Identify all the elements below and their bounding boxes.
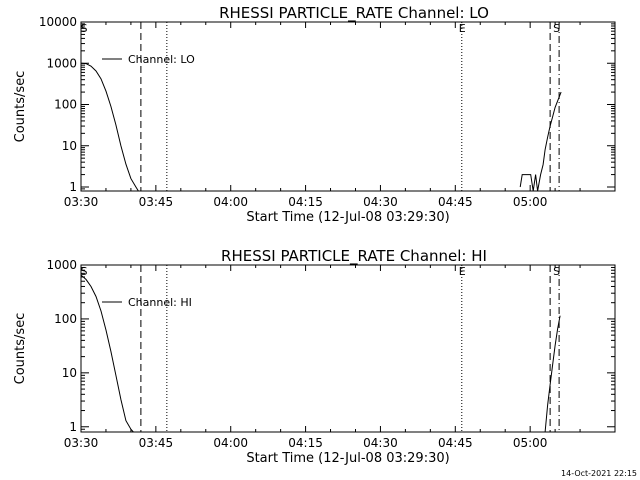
- y-tick-label: 1: [69, 180, 77, 194]
- y-tick-label: 1: [69, 420, 77, 434]
- x-tick-label: 03:45: [139, 195, 174, 209]
- rate-series-line: [519, 91, 562, 192]
- y-tick-label: 10000: [39, 15, 77, 29]
- legend-label: Channel: LO: [128, 53, 195, 66]
- x-tick-label: 03:30: [64, 195, 99, 209]
- lo-channel-panel: RHESSI PARTICLE_RATE Channel: LO 03:30 03:…: [13, 4, 616, 225]
- hi-channel-panel: RHESSI PARTICLE_RATE Channel: HI 03:30 03:…: [13, 247, 616, 466]
- x-tick-label: 04:15: [288, 195, 323, 209]
- y-tick-label: 1000: [46, 258, 77, 272]
- y-tick-label: 10: [62, 366, 77, 380]
- x-tick-label: 04:45: [438, 436, 473, 450]
- x-tick-label: 05:00: [513, 436, 548, 450]
- y-tick-label: 100: [54, 312, 77, 326]
- rate-series-line: [544, 315, 561, 433]
- rate-series-line: [80, 274, 134, 433]
- x-axis-label: Start Time (12-Jul-08 03:29:30): [246, 210, 449, 225]
- plot-timestamp: 14-Oct-2021 22:15: [561, 469, 637, 478]
- event-marker-s: S: [81, 265, 88, 278]
- event-marker-s: S: [553, 22, 560, 35]
- chart-title: RHESSI PARTICLE_RATE Channel: HI: [221, 247, 487, 266]
- plot-frame: [80, 21, 616, 192]
- x-tick-label: 03:30: [64, 436, 99, 450]
- x-tick-label: 04:30: [363, 195, 398, 209]
- y-axis-label: Counts/sec: [13, 313, 28, 385]
- event-marker-e: E: [459, 22, 466, 35]
- x-tick-label: 05:00: [513, 195, 548, 209]
- x-tick-label: 04:15: [288, 436, 323, 450]
- rate-series-line: [80, 62, 139, 192]
- x-axis-label: Start Time (12-Jul-08 03:29:30): [246, 451, 449, 466]
- legend-label: Channel: HI: [128, 296, 192, 309]
- y-axis-label: Counts/sec: [13, 71, 28, 143]
- event-marker-s: S: [553, 265, 560, 278]
- x-tick-label: 04:30: [363, 436, 398, 450]
- plot-frame: [80, 264, 616, 433]
- y-tick-label: 1000: [46, 56, 77, 70]
- x-tick-label: 04:45: [438, 195, 473, 209]
- chart-title: RHESSI PARTICLE_RATE Channel: LO: [219, 4, 489, 23]
- y-tick-label: 100: [54, 98, 77, 112]
- event-marker-e: E: [459, 265, 466, 278]
- x-tick-label: 03:45: [139, 436, 174, 450]
- x-tick-label: 04:00: [213, 195, 248, 209]
- event-marker-s: S: [81, 22, 88, 35]
- x-tick-label: 04:00: [213, 436, 248, 450]
- y-tick-label: 10: [62, 139, 77, 153]
